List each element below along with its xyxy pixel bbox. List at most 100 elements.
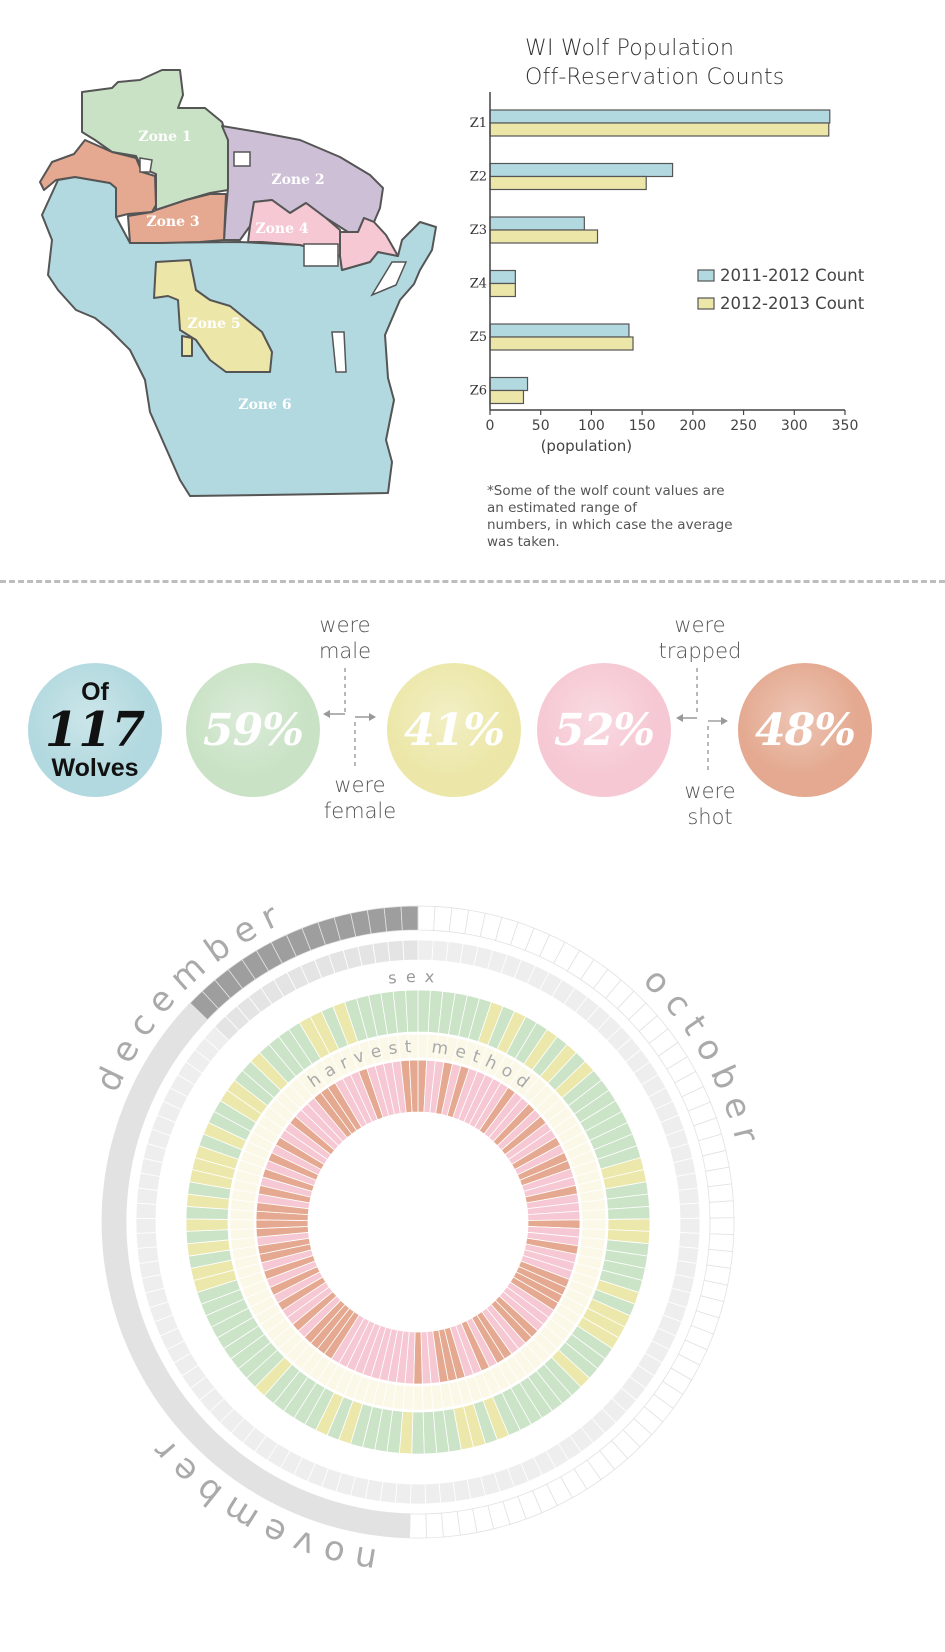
shot-percent-circle: 48% [738, 663, 872, 797]
wolf-segment [463, 934, 566, 1126]
wisconsin-zone-map: Zone 1 Zone 2 Zone 3 Zone 4 Zone 5 Zone … [39, 69, 437, 497]
wolf-count-bar-chart: Z1 Z2 Z3 Z4 Z5 Z6 0 50 100 150 200 250 300 350 (popula… [470, 92, 865, 455]
bar-z2-series-2 [489, 175, 647, 191]
wolf-segment [492, 990, 647, 1147]
wolf-segment [514, 1070, 705, 1176]
bar-z3-series-2 [489, 229, 599, 244]
bar-z4-series-2 [489, 282, 516, 298]
wolf-segment [293, 1322, 381, 1520]
wolf-segment [341, 1328, 398, 1533]
wolf-segment [452, 921, 535, 1121]
door-county [370, 261, 408, 297]
wolf-segment [476, 1311, 602, 1490]
wolf-segment [102, 1231, 310, 1269]
legend-label-2: 2012-2013 Count [720, 294, 865, 313]
wolf-segment [449, 1324, 527, 1525]
wolf-segment [139, 1056, 325, 1171]
shot-label: were shot [684, 779, 736, 829]
male-percent: 59% [202, 704, 304, 756]
wolf-segment [526, 1231, 734, 1269]
wolf-segment [255, 941, 368, 1129]
wolf-segment [525, 1166, 733, 1210]
wolf-segment [429, 907, 470, 1114]
wolf-segment [409, 1331, 427, 1539]
wolf-segment [460, 1320, 558, 1514]
wolf-segment [152, 1281, 330, 1409]
wolf-segment [214, 968, 353, 1139]
bar-z6-series-2 [489, 389, 525, 405]
bar-z5-series-1 [489, 323, 630, 338]
wolf-segment [526, 1183, 734, 1216]
x-tick-label: 0 [486, 418, 495, 434]
wolf-segment [500, 1015, 669, 1156]
x-tick-label: 300 [781, 418, 808, 434]
wolf-segment [498, 1291, 664, 1436]
bar-z3-series-1 [489, 216, 585, 231]
x-axis-label: (population) [541, 437, 633, 455]
male-label: were male [318, 613, 372, 663]
wolf-segment [178, 1002, 340, 1151]
wolf-segment [527, 1200, 735, 1221]
wolf-segment [263, 1317, 371, 1507]
x-tick-label: 100 [578, 418, 605, 434]
wolf-segment [435, 909, 486, 1116]
wolf-segment [375, 1330, 410, 1538]
chart-title-line-2: Off-Reservation Counts [525, 65, 785, 90]
zone-3-region-east [127, 193, 227, 244]
wolf-segment [248, 1314, 365, 1499]
wolf-segment [520, 1254, 720, 1335]
reservation-2 [233, 151, 251, 167]
zone-4-label: Zone 4 [255, 221, 309, 237]
wolf-segment [400, 905, 419, 1113]
wolf-segment [106, 1150, 312, 1204]
wolf-segment [309, 1324, 387, 1525]
wolf-segment [527, 1217, 735, 1236]
zone-5-region [153, 259, 273, 373]
chart-title-line-1: WI Wolf Population [525, 36, 735, 61]
x-tick-label: 50 [532, 418, 550, 434]
wolf-segment [423, 906, 453, 1114]
chart-footnote: *Some of the wolf count values are an es… [487, 483, 733, 550]
wolf-segment [107, 1243, 313, 1303]
female-percent-circle: 41% [387, 663, 521, 797]
female-label: were female [323, 773, 397, 823]
wolf-segment [103, 1166, 311, 1210]
wolf-segment [522, 1249, 725, 1319]
wolf-segment [504, 1028, 679, 1161]
total-wolves-circle: Of 117 Wolves [28, 663, 162, 797]
wolf-segment [167, 1015, 336, 1156]
x-tick-label: 250 [730, 418, 757, 434]
wolf-segment [490, 1299, 641, 1460]
wolf-segment [455, 1322, 543, 1520]
shot-percent: 48% [754, 704, 856, 756]
total-count: 117 [44, 702, 146, 758]
x-tick-label: 150 [629, 418, 656, 434]
wolf-segment [521, 1117, 723, 1192]
wolf-segment [109, 1133, 313, 1198]
zone-1-label: Zone 1 [138, 129, 191, 145]
wolf-segment [195, 1299, 346, 1460]
wolf-segment [518, 1260, 714, 1351]
wolf-segment [227, 958, 358, 1135]
wolf-segment [157, 1028, 332, 1161]
legend-swatch-2 [697, 297, 715, 310]
bar-z5-series-2 [489, 336, 634, 351]
x-tick-label: 350 [832, 418, 859, 434]
wolf-segment [383, 906, 413, 1114]
wolf-segment [515, 1265, 708, 1366]
total-wolves-text: Wolves [51, 754, 139, 782]
wolf-segment [471, 1314, 588, 1499]
reservation-4 [331, 331, 347, 373]
category-label-z1: Z1 [470, 116, 487, 131]
total-of-text: Of [81, 678, 109, 706]
zone-5-label: Zone 5 [187, 316, 240, 332]
wolf-segment [162, 1286, 334, 1423]
zone-3-region [39, 139, 157, 218]
wolf-segment [485, 1303, 629, 1471]
bar-z1-series-1 [489, 109, 831, 124]
category-label-z4: Z4 [470, 277, 487, 292]
wolf-segment [128, 1265, 321, 1366]
wolf-segment [101, 1226, 309, 1253]
wolf-segment [523, 1133, 727, 1198]
trapped-percent-circle: 52% [537, 663, 671, 797]
